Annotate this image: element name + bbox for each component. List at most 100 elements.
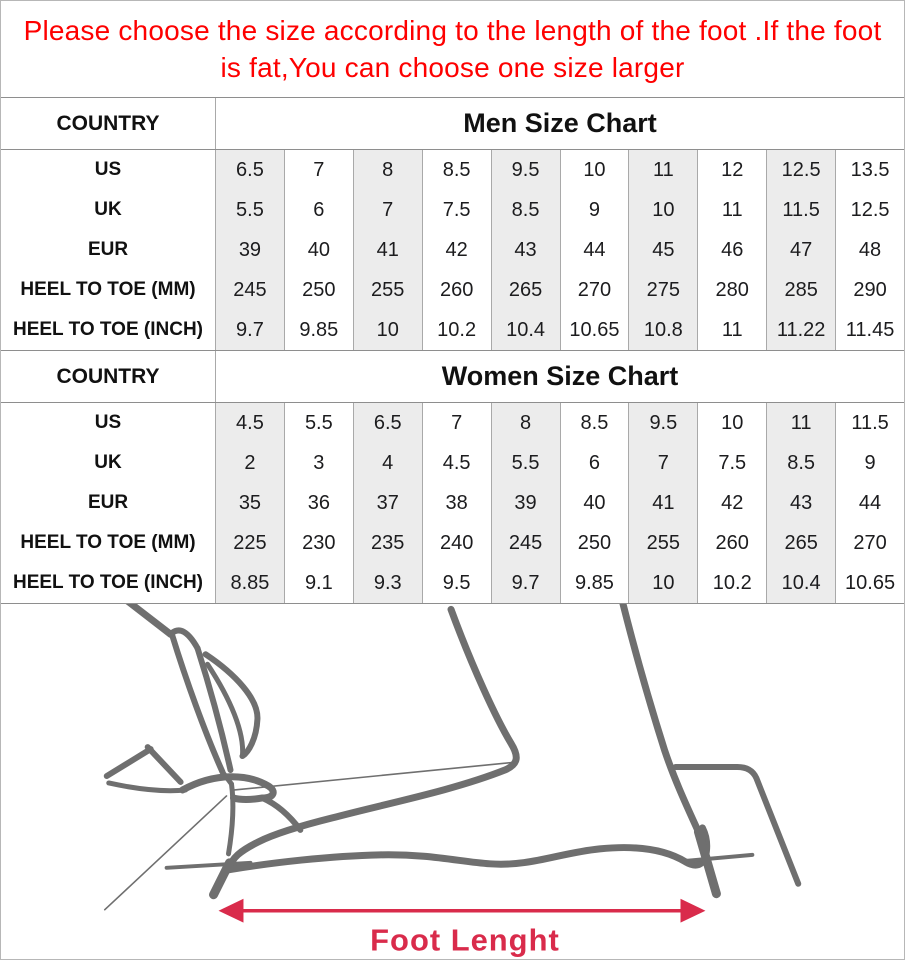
notice-line-2: is fat,You can choose one size larger — [220, 52, 685, 83]
row-label: HEEL TO TOE (MM) — [20, 532, 196, 553]
row-label: US — [94, 159, 122, 180]
size-cell: 10.2 — [421, 310, 491, 350]
foot-measurement-figure: Foot Lenght — [1, 604, 904, 958]
size-cell: 48 — [835, 230, 904, 270]
row-label: HEEL TO TOE (INCH) — [12, 319, 204, 340]
size-cell: 270 — [559, 270, 629, 310]
size-cell: 6.5 — [215, 150, 284, 190]
size-cell: 10.4 — [490, 310, 560, 350]
men-table-header: COUNTRY Men Size Chart — [1, 98, 904, 150]
size-cell: 9 — [559, 190, 629, 230]
row-label: EUR — [87, 239, 129, 260]
size-cell: 255 — [352, 270, 422, 310]
row-label: HEEL TO TOE (INCH) — [12, 572, 204, 593]
size-cell: 13.5 — [835, 150, 904, 190]
size-cell: 10 — [628, 563, 698, 603]
size-cell: 250 — [559, 523, 629, 563]
size-cell: 7 — [352, 190, 422, 230]
size-cell: 11.5 — [766, 190, 836, 230]
size-cell: 255 — [628, 523, 698, 563]
row-label: UK — [94, 452, 122, 473]
size-cell: 285 — [766, 270, 836, 310]
size-cell: 12.5 — [766, 150, 836, 190]
size-cell: 10 — [352, 310, 422, 350]
size-cell: 10.4 — [766, 563, 836, 603]
size-cell: 11 — [697, 190, 766, 230]
size-cell: 245 — [490, 523, 560, 563]
size-cell: 4 — [352, 443, 422, 483]
size-cell: 40 — [283, 230, 353, 270]
men-table-title: Men Size Chart — [215, 98, 904, 149]
size-cell: 35 — [215, 483, 284, 523]
size-cell: 265 — [766, 523, 836, 563]
size-cell: 43 — [766, 483, 836, 523]
size-cell: 235 — [352, 523, 422, 563]
notice-line-1: Please choose the size according to the … — [23, 15, 882, 46]
country-header-cell: COUNTRY — [56, 111, 160, 135]
table-row: EUR 39 40 41 42 43 44 45 46 47 48 — [1, 230, 904, 270]
foot-length-label: Foot Lenght — [370, 923, 560, 958]
women-size-table: COUNTRY Women Size Chart US 4.5 5.5 6.5 7 8 8.… — [1, 351, 904, 604]
country-header-cell: COUNTRY — [56, 364, 160, 388]
size-cell: 5.5 — [283, 403, 353, 443]
size-cell: 45 — [628, 230, 698, 270]
size-cell: 10.2 — [697, 563, 766, 603]
measuring-block-drawing — [672, 764, 802, 887]
size-cell: 12 — [697, 150, 766, 190]
size-cell: 7 — [283, 150, 353, 190]
size-cell: 9.7 — [215, 310, 284, 350]
size-cell: 38 — [421, 483, 491, 523]
size-cell: 11 — [766, 403, 836, 443]
size-cell: 39 — [215, 230, 284, 270]
size-cell: 280 — [697, 270, 766, 310]
table-row: HEEL TO TOE (INCH) 8.85 9.1 9.3 9.5 9.7 9.85 10… — [1, 563, 904, 603]
table-row: HEEL TO TOE (MM) 225 230 235 240 245 250 255 260… — [1, 523, 904, 563]
size-cell: 11.22 — [766, 310, 836, 350]
size-cell: 230 — [283, 523, 353, 563]
size-cell: 43 — [490, 230, 560, 270]
foot-measurement-illustration: Foot Lenght — [103, 604, 802, 958]
size-cell: 40 — [559, 483, 629, 523]
size-cell: 42 — [421, 230, 491, 270]
size-cell: 44 — [559, 230, 629, 270]
women-table-header: COUNTRY Women Size Chart — [1, 351, 904, 403]
size-cell: 8.5 — [766, 443, 836, 483]
size-cell: 9.3 — [352, 563, 422, 603]
size-cell: 8 — [352, 150, 422, 190]
row-label: US — [94, 412, 122, 433]
size-cell: 7.5 — [421, 190, 491, 230]
foot-outline — [103, 604, 802, 911]
size-cell: 225 — [215, 523, 284, 563]
women-table-title: Women Size Chart — [215, 351, 904, 402]
size-cell: 36 — [283, 483, 353, 523]
size-cell: 11.45 — [835, 310, 904, 350]
size-cell: 11 — [628, 150, 698, 190]
size-cell: 3 — [283, 443, 353, 483]
row-label: HEEL TO TOE (MM) — [20, 279, 196, 300]
size-cell: 7 — [628, 443, 698, 483]
size-cell: 270 — [835, 523, 904, 563]
size-cell: 42 — [697, 483, 766, 523]
size-cell: 8.5 — [490, 190, 560, 230]
size-cell: 11.5 — [835, 403, 904, 443]
table-row: UK 2 3 4 4.5 5.5 6 7 7.5 8.5 9 — [1, 443, 904, 483]
table-row: UK 5.5 6 7 7.5 8.5 9 10 11 11.5 12.5 — [1, 190, 904, 230]
size-cell: 8 — [490, 403, 560, 443]
men-size-table: COUNTRY Men Size Chart US 6.5 7 8 8.5 9.5 10 11… — [1, 97, 904, 351]
table-row: US 6.5 7 8 8.5 9.5 10 11 12 12.5 13.5 — [1, 150, 904, 190]
size-cell: 6 — [283, 190, 353, 230]
table-row: HEEL TO TOE (MM) 245 250 255 260 265 270 275 280… — [1, 270, 904, 310]
size-cell: 9.5 — [490, 150, 560, 190]
size-cell: 9 — [835, 443, 904, 483]
size-cell: 9.5 — [421, 563, 491, 603]
size-cell: 10.8 — [628, 310, 698, 350]
size-cell: 9.1 — [283, 563, 353, 603]
size-cell: 275 — [628, 270, 698, 310]
size-cell: 4.5 — [421, 443, 491, 483]
size-cell: 9.85 — [283, 310, 353, 350]
size-cell: 260 — [697, 523, 766, 563]
size-cell: 245 — [215, 270, 284, 310]
table-row: US 4.5 5.5 6.5 7 8 8.5 9.5 10 11 11.5 — [1, 403, 904, 443]
size-cell: 250 — [283, 270, 353, 310]
size-cell: 7 — [421, 403, 491, 443]
